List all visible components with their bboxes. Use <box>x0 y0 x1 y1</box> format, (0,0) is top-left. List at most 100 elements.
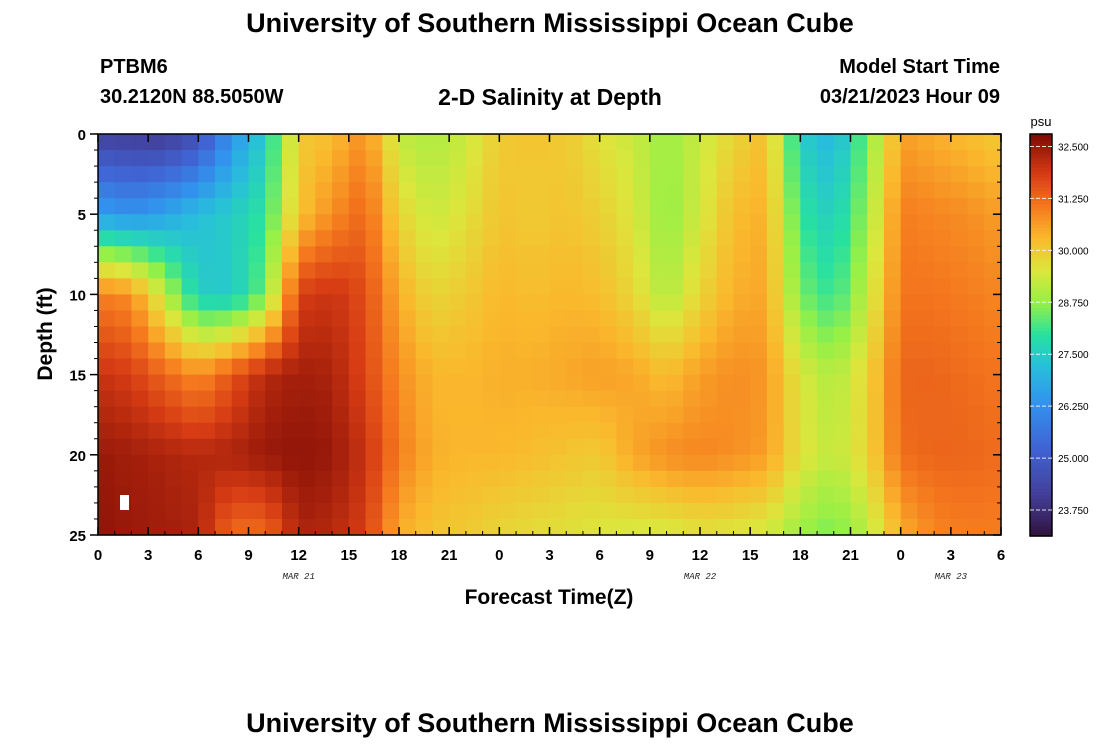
heatmap-cell <box>867 134 885 151</box>
heatmap-cell <box>465 182 484 199</box>
heatmap-cell <box>265 198 283 215</box>
heatmap-cell <box>432 198 450 215</box>
heatmap-cell <box>549 438 567 456</box>
heatmap-cell <box>750 358 768 376</box>
heatmap-cell <box>867 326 885 344</box>
heatmap-cell <box>332 134 350 151</box>
heatmap-cell <box>599 358 617 376</box>
heatmap-cell <box>666 214 684 231</box>
heatmap-cell <box>332 406 350 424</box>
heatmap-cell <box>114 438 133 456</box>
heatmap-cell <box>532 326 551 344</box>
heatmap-cell <box>332 422 350 440</box>
colorbar-swatch <box>1030 495 1052 500</box>
heatmap-cell <box>917 262 935 279</box>
heatmap-cell <box>666 486 684 504</box>
heatmap-cell <box>248 182 266 199</box>
heatmap-cell <box>649 374 668 392</box>
heatmap-cell <box>649 342 668 360</box>
heatmap-cell <box>131 198 149 215</box>
heatmap-cell <box>449 422 467 440</box>
heatmap-cell <box>482 422 500 440</box>
heatmap-cell <box>482 150 500 167</box>
heatmap-cell <box>465 342 484 360</box>
heatmap-cell <box>683 518 701 536</box>
heatmap-cell <box>215 262 233 279</box>
heatmap-cell <box>582 422 601 440</box>
heatmap-cell <box>432 406 450 424</box>
colorbar-swatch <box>1030 211 1052 215</box>
heatmap-cell <box>449 470 467 488</box>
heatmap-cell <box>248 390 266 408</box>
heatmap-cell <box>332 182 350 199</box>
heatmap-cell <box>883 278 902 295</box>
heatmap-cell <box>616 486 634 504</box>
heatmap-cell <box>348 310 367 328</box>
heatmap-cell <box>399 358 417 376</box>
heatmap-cell <box>98 326 116 344</box>
heatmap-cell <box>516 470 534 488</box>
heatmap-cell <box>967 262 985 279</box>
heatmap-cell <box>248 342 266 360</box>
heatmap-cell <box>449 406 467 424</box>
heatmap-cell <box>582 230 601 247</box>
colorbar-swatch <box>1030 301 1052 306</box>
heatmap-cell <box>148 262 166 279</box>
heatmap-cell <box>148 150 166 167</box>
heatmap-cell <box>950 198 969 215</box>
heatmap-cell <box>917 310 935 328</box>
heatmap-cell <box>783 310 801 328</box>
heatmap-cell <box>98 230 116 247</box>
heatmap-cell <box>131 246 149 263</box>
colorbar-swatch <box>1030 415 1052 420</box>
heatmap-cell <box>599 390 617 408</box>
heatmap-cell <box>683 374 701 392</box>
heatmap-cell <box>248 502 266 520</box>
heatmap-cell <box>750 246 768 263</box>
heatmap-cell <box>198 518 216 536</box>
colorbar-tick-label: 26.250 <box>1058 402 1089 413</box>
heatmap-cell <box>164 262 183 279</box>
heatmap-cell <box>817 198 835 215</box>
heatmap-cell <box>833 406 852 424</box>
heatmap-cell <box>415 134 434 151</box>
heatmap-cell <box>566 358 584 376</box>
heatmap-cell <box>131 502 149 520</box>
heatmap-cell <box>850 358 868 376</box>
heatmap-cell <box>917 374 935 392</box>
heatmap-cell <box>867 358 885 376</box>
heatmap-cell <box>549 198 567 215</box>
heatmap-cell <box>833 294 852 312</box>
heatmap-cell <box>850 470 868 488</box>
heatmap-cell <box>415 390 434 408</box>
heatmap-cell <box>566 134 584 151</box>
heatmap-cell <box>783 486 801 504</box>
heatmap-cell <box>332 310 350 328</box>
heatmap-cell <box>399 262 417 279</box>
heatmap-cell <box>365 502 383 520</box>
heatmap-cell <box>449 502 467 520</box>
colorbar-swatch <box>1030 214 1052 219</box>
heatmap-cell <box>984 182 1002 199</box>
heatmap-cell <box>582 326 601 344</box>
colorbar-swatch <box>1030 368 1052 373</box>
heatmap-cell <box>415 182 434 199</box>
heatmap-cell <box>716 454 735 472</box>
heatmap-cell <box>649 262 668 279</box>
heatmap-cell <box>917 150 935 167</box>
heatmap-cell <box>700 134 718 151</box>
heatmap-cell <box>265 294 283 312</box>
heatmap-cell <box>532 390 551 408</box>
colorbar-swatch <box>1030 388 1052 393</box>
heatmap-cell <box>365 278 383 295</box>
heatmap-cell <box>549 326 567 344</box>
heatmap-cell <box>750 134 768 151</box>
heatmap-cell <box>98 150 116 167</box>
heatmap-cell <box>900 230 918 247</box>
colorbar-swatch <box>1030 438 1052 443</box>
colorbar-swatch <box>1030 335 1052 339</box>
heatmap-cell <box>950 358 969 376</box>
heatmap-cell <box>649 198 668 215</box>
colorbar-swatch <box>1030 428 1052 433</box>
